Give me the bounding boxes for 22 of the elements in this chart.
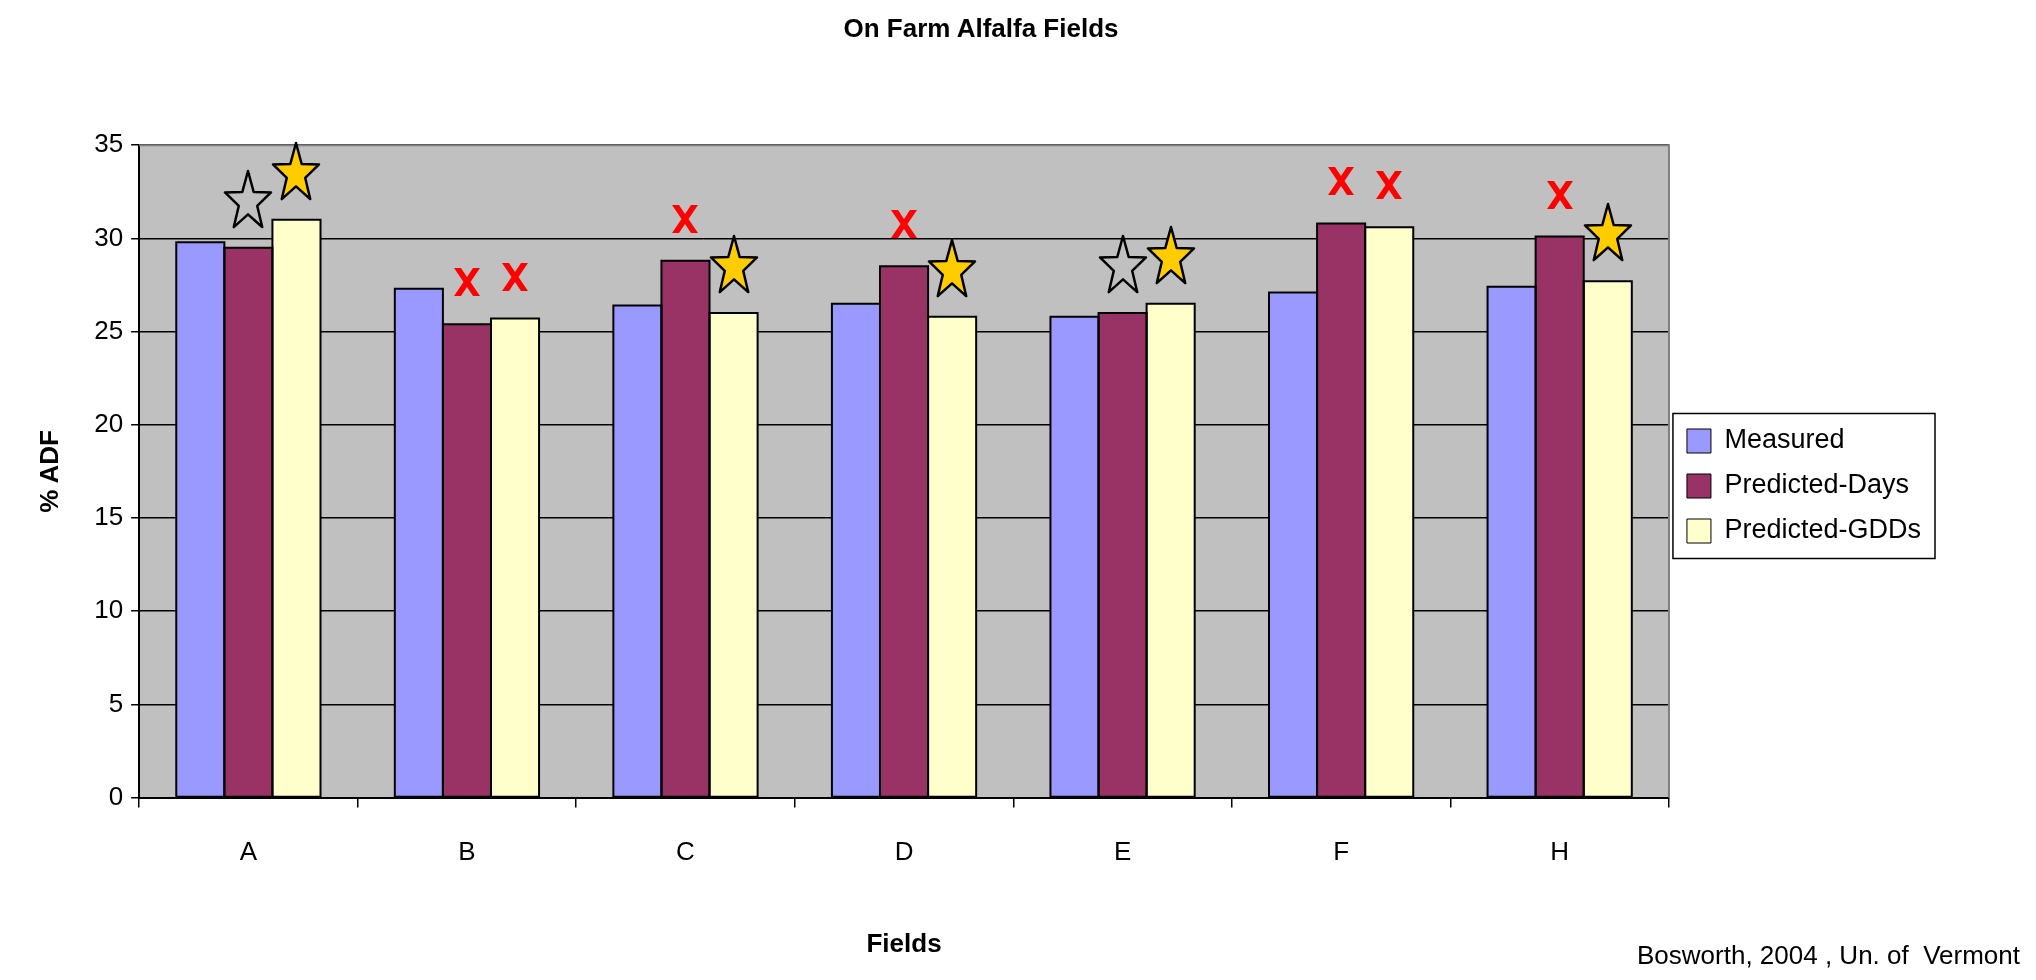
x-axis-title: Fields (866, 927, 942, 958)
y-tick-label: 0 (108, 780, 124, 811)
legend-label: Measured (1724, 424, 1845, 455)
y-tick-label: 5 (108, 687, 124, 718)
y-tick-label: 25 (94, 314, 124, 345)
x-tick-label: E (1113, 836, 1132, 867)
legend-label: Predicted-Days (1724, 469, 1910, 500)
x-tick-label: B (458, 836, 476, 867)
text: Bosworth, 2004 , Un. of Vermont (1637, 940, 2021, 971)
y-axis-title: % ADF (33, 429, 64, 513)
x-tick-label: H (1550, 836, 1570, 867)
x-tick-label: F (1333, 836, 1350, 867)
x-tick-label: C (676, 836, 695, 867)
y-tick-label: 15 (94, 501, 124, 532)
x-tick-label: D (894, 836, 914, 867)
x-tick-label: A (239, 836, 258, 867)
legend-label: Predicted-GDDs (1724, 514, 1922, 545)
y-tick-label: 20 (94, 407, 124, 438)
chart-title: On Farm Alfalfa Fields (843, 12, 1119, 43)
y-tick-label: 35 (94, 128, 124, 159)
y-tick-label: 10 (94, 594, 124, 625)
y-tick-label: 30 (94, 221, 124, 252)
